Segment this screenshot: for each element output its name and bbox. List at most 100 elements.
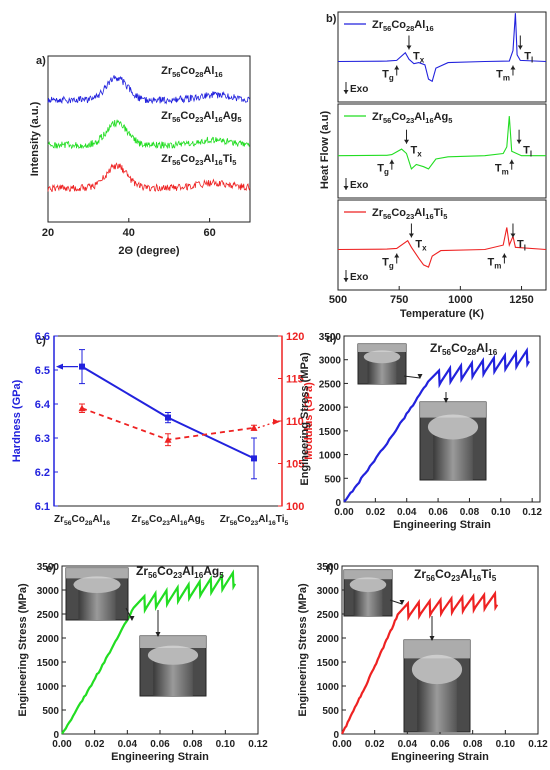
x-tick-label: 0.06 [428,507,448,518]
formula-element: Ag [203,564,219,578]
formula-subscript: 23 [173,571,183,580]
marker-subscript: x [417,150,422,159]
formula-subscript: 56 [172,115,180,124]
y-tick-label: 6.1 [35,501,50,513]
marker-arrowhead [404,139,410,144]
y-tick-label: 0 [53,730,59,741]
inset-pillar-top [411,654,463,685]
marker-arrowhead [509,159,515,164]
x-tick-label: 0.06 [430,739,450,750]
formula-subscript: 5 [284,520,288,527]
marker-T: T [382,257,389,269]
x-tick-label: 0.04 [398,739,418,750]
marker-label: Tl [524,51,533,65]
marker-arrowhead [408,233,414,238]
x-category-label: Zr56Co23Al16Ag5 [131,514,204,527]
formula-element: Co [180,65,195,77]
formula-subscript: 16 [472,574,482,583]
legend-label: Zr56Co28Al16 [372,19,434,33]
formula-subscript: 16 [214,115,222,124]
x-tick-label: 0.06 [150,739,170,750]
formula-subscript: 16 [102,520,110,527]
y-tick-label: 2500 [37,610,60,621]
formula-element: Ti [276,514,285,525]
inset-pointer-head [155,632,161,637]
x-tick-label: 20 [42,227,54,239]
inset-pointer [403,375,421,379]
y-tick-label: 3000 [37,586,60,597]
marker-arrowhead [394,65,400,70]
formula-element: Zr [136,564,148,578]
x-tick-label: 60 [203,227,215,239]
x-tick-label: 0.10 [496,739,516,750]
marker-label: Tg [382,257,394,271]
y-axis-label: Engineering Stress (MPa) [299,352,311,486]
formula-subscript: 23 [451,574,461,583]
panel-a: a)Zr56Co28Al16Zr56Co23Al16Ag5Zr56Co23Al1… [29,55,251,257]
panel-f: f) 0 500 1000 1500 2000 2500 3000 3500 0.00 0.02 0.… [297,562,548,763]
x-tick-label: 0.02 [85,739,105,750]
y-tick-label: 3500 [319,332,342,343]
marker-T: T [496,69,503,81]
marker-subscript: l [530,150,532,159]
panel-label-c: c) [36,335,46,347]
y-tick-label: 2500 [319,379,342,390]
marker-arrowhead [406,45,412,50]
marker-subscript: m [494,262,501,271]
x-axis-label: Engineering Strain [111,751,209,763]
x-tick-label: 0.00 [334,507,354,518]
xrd-trace [47,119,250,150]
formula-element: Al [203,65,214,77]
marker-label: Tm [496,69,510,83]
y-tick-label: 2000 [319,403,342,414]
formula-element: Ti [434,207,444,219]
xrd-trace [47,75,251,105]
formula-element: Co [237,514,250,525]
formula-subscript: 16 [194,571,204,580]
marker-T: T [524,51,531,63]
formula-element: Al [170,514,180,525]
y-tick-label: 1000 [317,682,340,693]
hardness-point [79,363,85,370]
formula-subscript: 28 [406,24,414,33]
marker-T: T [517,239,524,251]
marker-arrowhead [517,45,523,50]
y-tick-label: 500 [324,474,341,485]
formula-element: Al [460,567,472,581]
formula-subscript: 5 [443,212,447,221]
y-tick-label: 3000 [319,356,342,367]
marker-arrowhead [516,139,522,144]
y-tick-label: 1500 [37,658,60,669]
inset-top-band [66,568,128,579]
formula-element: Al [203,110,214,122]
y-tick-label: 1500 [317,658,340,669]
y-tick-label: 6.5 [35,365,50,377]
marker-label: Tx [413,51,425,65]
plot-frame [343,335,541,503]
formula-element: Al [258,514,268,525]
inset-pillar-top [349,577,387,593]
x-tick-label: 0.10 [216,739,236,750]
marker-label: Tx [415,239,427,253]
x-tick-label: 750 [390,294,408,306]
x-axis-label: Temperature (K) [400,308,484,320]
formula-element: Ti [481,567,491,581]
y-tick-label: 6.4 [35,399,51,411]
dsc-trace [337,227,547,268]
dsc-trace [337,116,546,170]
marker-arrowhead [394,253,400,258]
x-tick-label: 0.02 [366,507,386,518]
formula-element: Ti [223,153,233,165]
sem-inset-1 [403,639,471,733]
inset-top-band [140,636,206,648]
x-tick-label: 40 [123,227,135,239]
panel-label-a: a) [36,55,46,67]
formula-subscript: 56 [383,212,391,221]
x-tick-label: 0.04 [397,507,417,518]
marker-subscript: g [389,262,394,271]
series-label: Zr56Co28Al16 [430,341,498,357]
stress-strain-curve [343,346,530,503]
x-tick-label: 0.08 [183,739,203,750]
y-tick-label: 6.2 [35,467,50,479]
formula-element: Co [451,341,467,355]
